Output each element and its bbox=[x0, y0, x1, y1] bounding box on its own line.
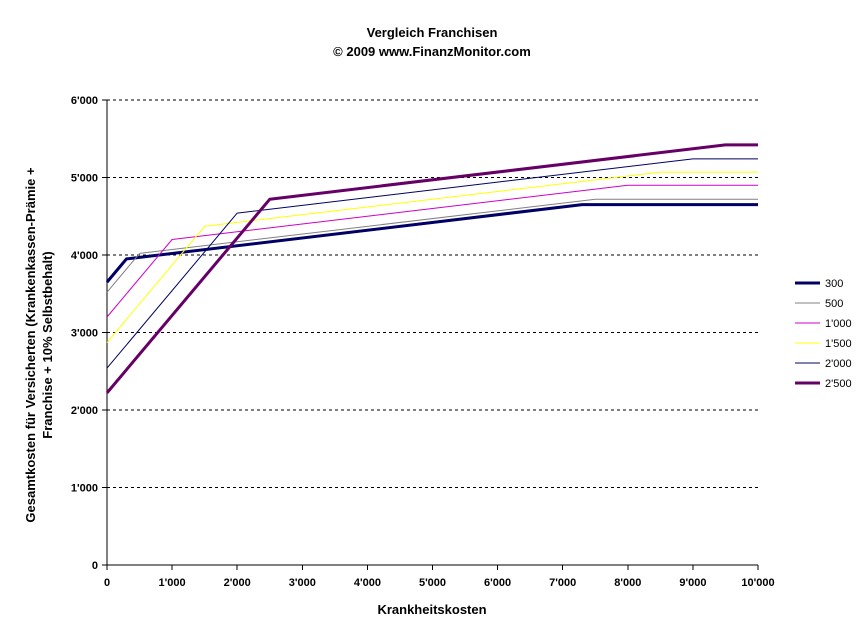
y-tick-label: 4'000 bbox=[71, 250, 98, 262]
y-axis-label-line-2: Franchise + 10% Selbstbehalt) bbox=[40, 251, 55, 438]
y-tick-label: 2'000 bbox=[71, 405, 98, 417]
x-axis-label: Krankheitskosten bbox=[377, 602, 486, 617]
x-axis-ticks: 0 1'000 2'000 3'000 4'000 5'000 6'000 7'000 8'00… bbox=[104, 565, 775, 589]
series-lines bbox=[105, 143, 758, 394]
x-tick-label: 6'000 bbox=[484, 577, 511, 589]
y-axis-ticks: 0 1'000 2'000 3'000 4'000 5'000 6'000 bbox=[71, 95, 107, 572]
y-tick-label: 0 bbox=[92, 560, 98, 572]
x-tick-label: 3'000 bbox=[289, 577, 316, 589]
y-tick-label: 5'000 bbox=[71, 173, 98, 185]
series-line bbox=[106, 198, 758, 293]
legend-label: 2'500 bbox=[825, 378, 852, 390]
x-tick-label: 10'000 bbox=[741, 577, 774, 589]
x-tick-label: 1'000 bbox=[159, 577, 186, 589]
legend-label: 1'000 bbox=[825, 318, 852, 330]
x-tick-label: 4'000 bbox=[354, 577, 381, 589]
chart-title-line-1: Vergleich Franchisen bbox=[367, 25, 498, 40]
series-line bbox=[106, 158, 758, 369]
x-tick-label: 2'000 bbox=[224, 577, 251, 589]
x-tick-label: 7'000 bbox=[549, 577, 576, 589]
series-line bbox=[105, 203, 758, 284]
chart-title: Vergleich Franchisen © 2009 www.FinanzMo… bbox=[333, 25, 531, 59]
legend-label: 500 bbox=[825, 298, 843, 310]
x-tick-label: 9'000 bbox=[679, 577, 706, 589]
series-line bbox=[106, 184, 758, 318]
y-tick-label: 6'000 bbox=[71, 95, 98, 107]
y-axis-label: Gesamtkosten für Versicherten (Krankenka… bbox=[23, 167, 55, 523]
y-tick-label: 1'000 bbox=[71, 483, 98, 495]
x-tick-label: 5'000 bbox=[419, 577, 446, 589]
series-line bbox=[106, 171, 758, 343]
legend-label: 1'500 bbox=[825, 338, 852, 350]
chart-title-line-2: © 2009 www.FinanzMonitor.com bbox=[333, 44, 531, 59]
legend: 300 500 1'000 1'500 2'000 2'500 bbox=[795, 278, 852, 390]
grid-lines bbox=[107, 99, 758, 488]
y-tick-label: 3'000 bbox=[71, 328, 98, 340]
x-tick-label: 8'000 bbox=[614, 577, 641, 589]
y-axis-label-line-1: Gesamtkosten für Versicherten (Krankenka… bbox=[23, 167, 38, 523]
x-tick-label: 0 bbox=[104, 577, 110, 589]
legend-label: 2'000 bbox=[825, 358, 852, 370]
series-line bbox=[105, 143, 758, 394]
legend-label: 300 bbox=[825, 278, 843, 290]
